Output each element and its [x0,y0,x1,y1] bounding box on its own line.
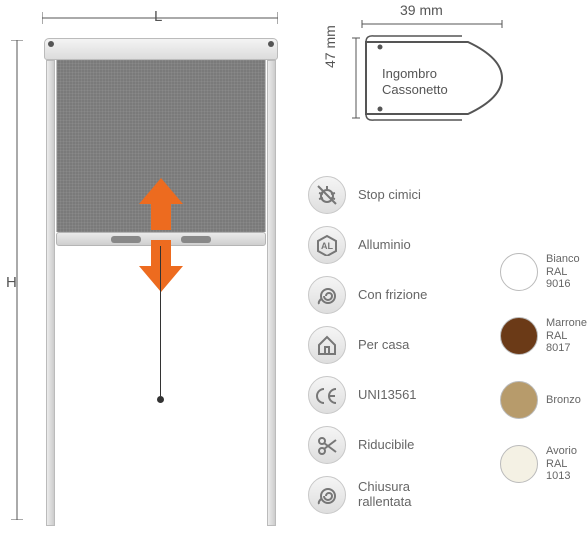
pull-cord [160,246,161,396]
feature-label: Con frizione [358,288,427,303]
color-swatch-label: AvorioRAL 1013 [546,445,584,483]
color-swatch-label: Bronzo [546,394,581,407]
feature-row: Per casa [308,320,478,370]
feature-row: Stop cimici [308,170,478,220]
color-swatch [500,445,538,483]
height-dimension-line [10,40,24,520]
profile-caption: Ingombro Cassonetto [382,66,448,97]
feature-row: Riducibile [308,420,478,470]
color-swatch-row: BiancoRAL 9016 [500,240,584,304]
cassette-box [44,38,278,60]
roller-screen-diagram: L H [10,10,290,530]
color-swatch-row: AvorioRAL 1013 [500,432,584,496]
guide-rail-left [46,60,55,526]
profile-section: 39 mm 47 mm Ingombro Cassonetto [330,4,540,134]
guide-rail-right [267,60,276,526]
svg-text:AL: AL [321,241,333,251]
feature-label: Riducibile [358,438,414,453]
al-icon: AL [308,226,346,264]
arrow-up-icon [139,178,183,204]
feature-list: Stop cimici AL Alluminio Con frizione Per ca… [308,170,478,520]
color-swatch [500,381,538,419]
house-icon [308,326,346,364]
profile-caption-line2: Cassonetto [382,82,448,97]
color-swatch [500,317,538,355]
feature-label: UNI13561 [358,388,417,403]
profile-height-label: 47 mm [322,25,338,68]
feature-row: UNI13561 [308,370,478,420]
scissor-icon [308,426,346,464]
profile-width-label: 39 mm [400,2,443,18]
color-swatch-label: MarroneRAL 8017 [546,317,587,355]
feature-row: Con frizione [308,270,478,320]
handle-right [181,236,211,243]
handle-left [111,236,141,243]
color-swatch-row: MarroneRAL 8017 [500,304,584,368]
screen-frame [44,38,278,526]
feature-row: Chiusurarallentata [308,470,478,520]
profile-caption-line1: Ingombro [382,66,437,81]
color-swatch-label: BiancoRAL 9016 [546,253,584,291]
feature-row: AL Alluminio [308,220,478,270]
feature-label: Chiusurarallentata [358,480,411,510]
bug-icon [308,176,346,214]
color-swatch-list: BiancoRAL 9016 MarroneRAL 8017 Bronzo Avori… [500,240,584,496]
color-swatch [500,253,538,291]
ce-icon [308,376,346,414]
snail-icon [308,276,346,314]
feature-label: Alluminio [358,238,411,253]
color-swatch-row: Bronzo [500,368,584,432]
arrow-down-icon [139,266,183,292]
width-dimension-line [42,10,278,24]
snail-icon [308,476,346,514]
feature-label: Per casa [358,338,409,353]
feature-label: Stop cimici [358,188,421,203]
